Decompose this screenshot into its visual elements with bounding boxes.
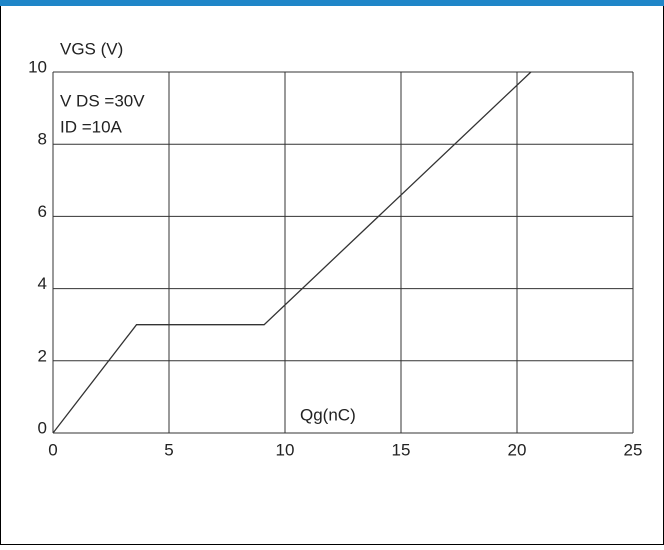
x-tick-label: 25 [624,440,643,459]
annotation: ID =10A [60,117,123,136]
y-tick-label: 6 [38,202,47,221]
annotation: V DS =30V [60,91,145,110]
x-tick-label: 5 [164,440,173,459]
y-tick-label: 4 [38,274,47,293]
y-tick-label: 10 [28,57,47,76]
y-tick-label: 8 [38,130,47,149]
y-tick-label: 0 [38,418,47,437]
x-axis-label: Qg(nC) [300,405,356,424]
data-line [52,71,532,434]
y-axis-label: VGS (V) [60,39,123,58]
x-tick-label: 0 [48,440,57,459]
y-tick-label: 2 [38,346,47,365]
x-tick-label: 15 [392,440,411,459]
top-bar [0,0,664,6]
x-tick-label: 20 [508,440,527,459]
x-tick-label: 10 [276,440,295,459]
